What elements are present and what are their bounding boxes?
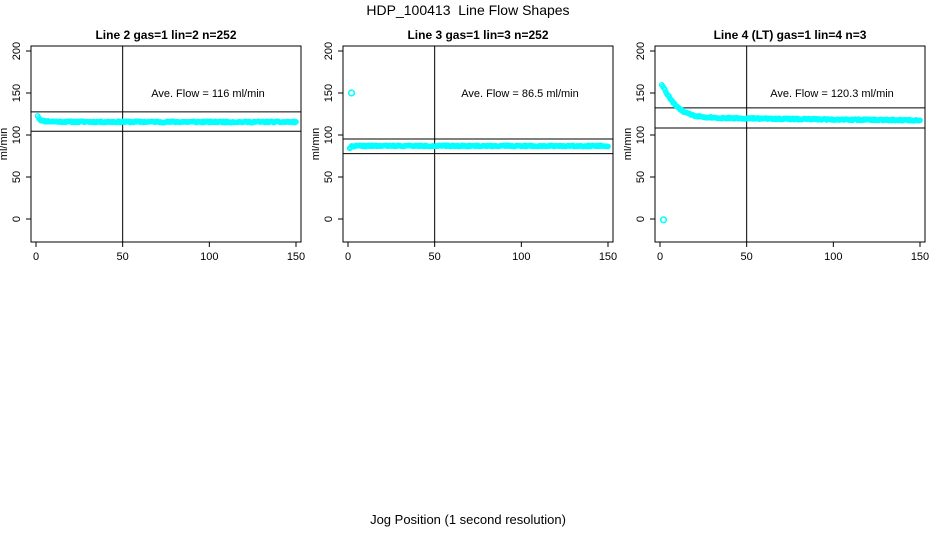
- y-tick-label: 150: [635, 84, 647, 102]
- data-point: [605, 143, 611, 150]
- plot-box: [30, 45, 302, 243]
- plot-box: [342, 45, 614, 243]
- figure-title: HDP_100413 Line Flow Shapes: [366, 2, 570, 18]
- x-tick-label: 100: [512, 251, 530, 263]
- y-axis-label: ml/min: [312, 128, 322, 160]
- x-axis-label: Jog Position (1 second resolution): [370, 512, 566, 527]
- panel-title: Line 4 (LT) gas=1 lin=4 n=3: [714, 28, 867, 42]
- ave-flow-annotation: Ave. Flow = 120.3 ml/min: [770, 88, 894, 100]
- y-tick-label: 50: [635, 171, 647, 183]
- plot-box: [654, 45, 926, 243]
- data-points: [658, 82, 923, 124]
- y-tick-label: 200: [323, 42, 335, 60]
- x-tick-label: 100: [200, 251, 218, 263]
- ave-flow-annotation: Ave. Flow = 116 ml/min: [151, 88, 265, 100]
- panel-line3-plot: Line 3 gas=1 lin=3 n=252 0 50 100 150 0 50 100 1…: [312, 28, 617, 263]
- y-tick-label: 50: [323, 171, 335, 183]
- y-axis-label: ml/min: [624, 128, 634, 160]
- x-tick-label: 150: [287, 251, 305, 263]
- panel-line2-plot: Line 2 gas=1 lin=2 n=252 0 50 100 150 0 50 100 1…: [0, 28, 305, 263]
- data-point: [293, 119, 299, 125]
- panels-row: Line 2 gas=1 lin=2 n=252 0 50 100 150 0 50 100 1…: [0, 0, 936, 270]
- x-tick-label: 50: [117, 251, 129, 263]
- y-tick-label: 200: [635, 42, 647, 60]
- panel-line4: Line 4 (LT) gas=1 lin=4 n=3 0 50 100 150 0 50 1…: [624, 0, 936, 270]
- x-tick-label: 50: [429, 251, 441, 263]
- data-points: [34, 113, 299, 126]
- data-point: [917, 117, 923, 124]
- data-points: [346, 142, 611, 152]
- outlier-point: [659, 216, 668, 224]
- y-tick-label: 100: [635, 126, 647, 144]
- y-tick-label: 100: [11, 126, 23, 144]
- y-axis-label: ml/min: [0, 128, 10, 160]
- y-tick-label: 100: [323, 126, 335, 144]
- y-tick-label: 200: [11, 42, 23, 60]
- panel-line4-plot: Line 4 (LT) gas=1 lin=4 n=3 0 50 100 150 0 50 1…: [624, 28, 929, 263]
- ave-flow-annotation: Ave. Flow = 86.5 ml/min: [461, 88, 578, 100]
- y-tick-label: 150: [323, 84, 335, 102]
- x-tick-label: 100: [824, 251, 842, 263]
- x-tick-label: 0: [345, 251, 351, 263]
- x-tick-label: 0: [657, 251, 663, 263]
- y-tick-label: 150: [11, 84, 23, 102]
- panel-title: Line 3 gas=1 lin=3 n=252: [407, 28, 548, 42]
- data-point: [661, 86, 668, 93]
- outlier-point: [347, 89, 356, 97]
- y-tick-label: 0: [323, 216, 335, 222]
- y-tick-label: 0: [635, 216, 647, 222]
- x-tick-label: 150: [599, 251, 617, 263]
- y-tick-label: 0: [11, 216, 23, 222]
- x-tick-label: 50: [741, 251, 753, 263]
- y-tick-label: 50: [11, 171, 23, 183]
- panel-line3: Line 3 gas=1 lin=3 n=252 0 50 100 150 0 50 100 1…: [312, 0, 624, 270]
- x-tick-label: 150: [911, 251, 929, 263]
- x-tick-label: 0: [33, 251, 39, 263]
- panel-line2: Line 2 gas=1 lin=2 n=252 0 50 100 150 0 50 100 1…: [0, 0, 312, 270]
- panel-title: Line 2 gas=1 lin=2 n=252: [95, 28, 236, 42]
